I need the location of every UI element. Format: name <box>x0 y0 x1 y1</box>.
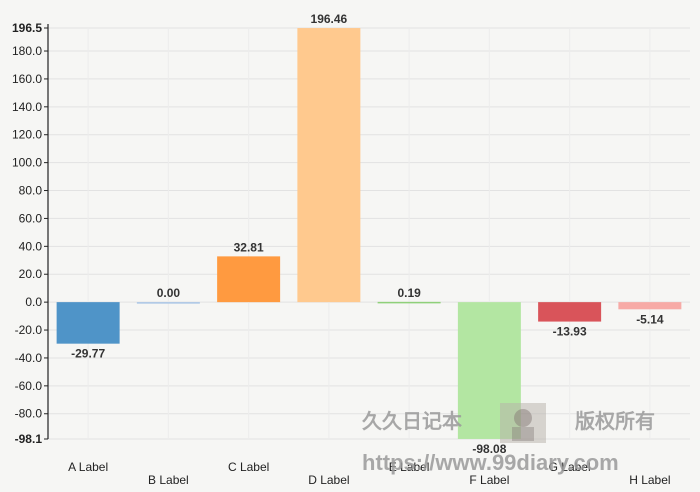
bar-b-label <box>136 302 200 304</box>
bar-c-label <box>217 256 281 303</box>
y-tick-label: -40.0 <box>15 351 43 365</box>
y-tick-label: 0.0 <box>25 295 42 309</box>
data-label: 32.81 <box>234 240 264 254</box>
y-tick-label: -80.0 <box>15 407 43 421</box>
y-tick-label: -60.0 <box>15 379 43 393</box>
labels-group: -29.77 A Label 0.00 B Label 32.81 C Label 196.… <box>68 12 670 487</box>
y-tick-label: 180.0 <box>12 44 42 58</box>
y-tick-label: 100.0 <box>12 156 42 170</box>
data-label: -29.77 <box>71 347 105 361</box>
bars-group <box>56 28 682 439</box>
y-tick-label: 196.5 <box>12 21 42 35</box>
watermark-url: https://www.99diary.com <box>362 450 619 475</box>
watermark-logo-icon <box>500 403 546 443</box>
bar-e-label <box>377 301 441 304</box>
y-tick-label: 20.0 <box>19 267 43 281</box>
y-tick-label: 60.0 <box>19 211 43 225</box>
data-label: 0.00 <box>157 286 181 300</box>
data-label: 0.19 <box>397 286 421 300</box>
x-category-label: D Label <box>308 473 349 487</box>
y-tick-label: 140.0 <box>12 100 42 114</box>
x-category-label: F Label <box>469 473 509 487</box>
y-tick-label: 120.0 <box>12 128 42 142</box>
x-category-label: B Label <box>148 473 189 487</box>
data-label: -5.14 <box>636 312 664 326</box>
x-category-label: H Label <box>629 473 670 487</box>
x-category-label: C Label <box>228 460 269 474</box>
y-tick-label: 40.0 <box>19 239 43 253</box>
data-label: 196.46 <box>311 12 348 26</box>
x-category-label: A Label <box>68 460 108 474</box>
y-axis: 196.5 180.0 160.0 140.0 120.0 100.0 80.0 60.0 40… <box>12 21 49 446</box>
watermark-right-text: 版权所有 <box>575 409 655 433</box>
data-label: -98.08 <box>472 442 506 456</box>
watermark-left-text: 久久日记本 <box>362 409 462 433</box>
bar-a-label <box>56 302 120 344</box>
y-tick-label: -98.1 <box>15 432 43 446</box>
data-label: -13.93 <box>553 325 587 339</box>
bar-d-label <box>297 28 361 303</box>
x-category-label: E Label <box>389 460 430 474</box>
chart-grid <box>48 27 690 440</box>
bar-h-label <box>618 302 682 310</box>
x-category-label: G Label <box>549 460 591 474</box>
bar-g-label <box>538 302 602 322</box>
y-tick-label: -20.0 <box>15 323 43 337</box>
watermark: 久久日记本 版权所有 https://www.99diary.com <box>362 403 655 475</box>
y-tick-label: 160.0 <box>12 72 42 86</box>
y-tick-label: 80.0 <box>19 184 43 198</box>
